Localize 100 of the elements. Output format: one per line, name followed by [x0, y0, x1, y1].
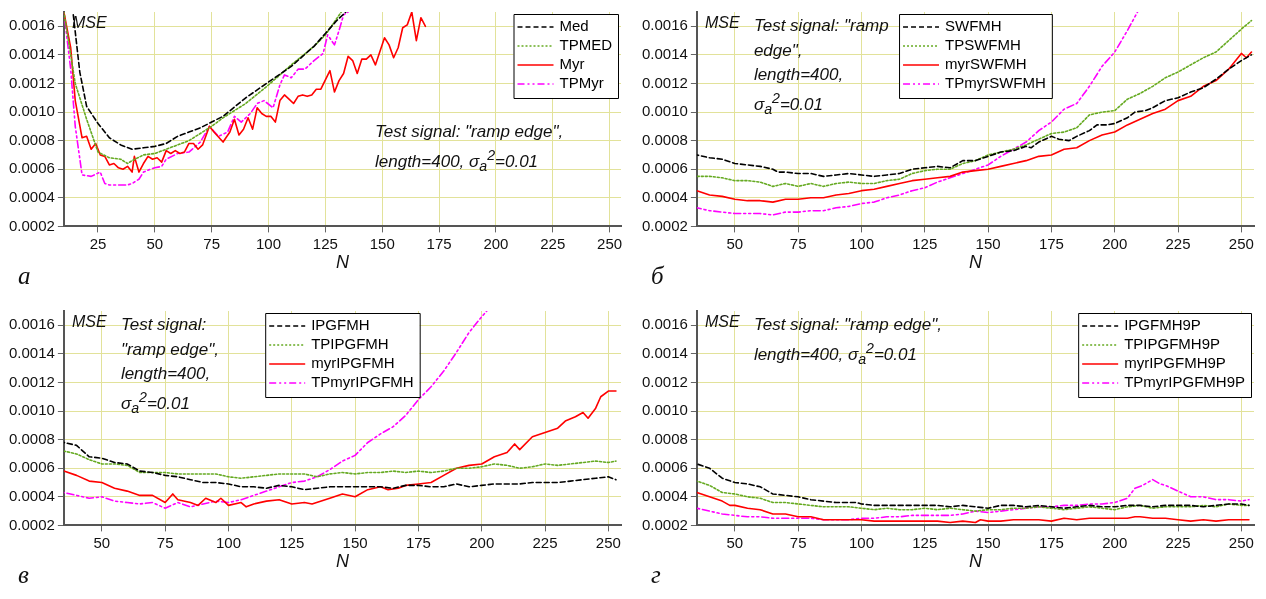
legend-label: myrIPGFMH: [311, 354, 395, 372]
annotation: Test signal: "ramp edge", length=400, σ$_{a}$$^{2}$=0.01: [753, 15, 890, 119]
x-tick-label: 75: [789, 234, 807, 252]
y-tick-label: 0.0006: [8, 159, 55, 177]
y-tick-label: 0.0012: [8, 73, 55, 91]
line-series: [696, 463, 1250, 510]
x-tick-label: 250: [1228, 533, 1254, 551]
x-tick-label: 250: [595, 533, 621, 551]
x-tick-label: 25: [89, 234, 107, 252]
x-tick-label: 200: [1102, 234, 1128, 252]
legend-label: TPIPGFMH9P: [1124, 335, 1221, 353]
x-tick-label: 175: [1038, 234, 1064, 252]
x-tick-label: 75: [789, 533, 807, 551]
x-tick-label: 150: [975, 234, 1001, 252]
legend-label: TPmyrIPGFMH9P: [1124, 373, 1246, 391]
line-series: [63, 311, 488, 510]
x-tick-label: 50: [146, 234, 164, 252]
y-tick-label: 0.0002: [8, 216, 55, 234]
y-tick-label: 0.0008: [8, 429, 55, 447]
x-axis-title: N: [968, 551, 983, 572]
y-tick-label: 0.0014: [8, 45, 55, 63]
y-tick-label: 0.0014: [641, 45, 688, 63]
legend-label: TPmyrSWFMH: [945, 74, 1046, 92]
line-series: [696, 12, 1139, 216]
x-tick-label: 175: [426, 234, 452, 252]
y-tick-label: 0.0010: [8, 401, 55, 419]
y-tick-label: 0.0012: [641, 372, 688, 390]
y-tick-label: 0.0016: [8, 315, 55, 333]
y-axis-title: MSE: [71, 313, 107, 331]
x-tick-label: 100: [848, 234, 874, 252]
y-tick-label: 0.0016: [641, 315, 688, 333]
x-axis-title: N: [335, 551, 350, 572]
legend-label: TPSWFMH: [945, 36, 1021, 54]
x-tick-label: 150: [975, 533, 1001, 551]
line-series: [63, 450, 617, 480]
annotation: Test signal: "ramp edge", length=400, σ$_{a}$$^{2}$=0.01: [375, 121, 565, 176]
legend-label: IPGFMH: [311, 316, 370, 334]
y-tick-label: 0.0010: [641, 102, 688, 120]
x-tick-label: 125: [312, 234, 338, 252]
x-axis-title: N: [968, 252, 983, 273]
x-tick-label: 125: [912, 533, 938, 551]
y-tick-label: 0.0002: [8, 515, 55, 533]
x-tick-label: 50: [726, 234, 744, 252]
x-tick-label: 200: [469, 533, 495, 551]
y-tick-label: 0.0006: [641, 458, 688, 476]
legend-label: TPmyrIPGFMH: [311, 373, 414, 391]
x-tick-label: 150: [342, 533, 368, 551]
y-tick-label: 0.0012: [641, 73, 688, 91]
text: в: [18, 561, 29, 589]
y-tick-label: 0.0016: [8, 16, 55, 34]
x-tick-label: 150: [369, 234, 395, 252]
y-tick-label: 0.0014: [641, 344, 688, 362]
x-tick-label: 225: [1165, 533, 1191, 551]
x-tick-label: 175: [1038, 533, 1064, 551]
y-axis-title: MSE: [704, 14, 740, 32]
x-tick-label: 225: [532, 533, 558, 551]
legend-label: Myr: [559, 55, 585, 73]
x-tick-label: 200: [483, 234, 509, 252]
y-tick-label: 0.0008: [641, 429, 688, 447]
x-tick-label: 250: [597, 234, 623, 252]
x-axis-title: N: [335, 252, 350, 273]
x-tick-label: 250: [1228, 234, 1254, 252]
legend-label: SWFMH: [945, 17, 1002, 35]
line-series: [696, 478, 1250, 521]
y-tick-label: 0.0012: [8, 372, 55, 390]
x-tick-label: 225: [1165, 234, 1191, 252]
legend-label: myrIPGFMH9P: [1124, 354, 1226, 372]
line-series: [63, 441, 617, 491]
x-tick-label: 100: [848, 533, 874, 551]
y-tick-label: 0.0010: [8, 102, 55, 120]
y-tick-label: 0.0004: [641, 486, 688, 504]
x-tick-label: 125: [279, 533, 305, 551]
line-series: [696, 480, 1250, 512]
legend-label: TPIPGFMH: [311, 335, 389, 353]
y-axis-title: MSE: [704, 313, 740, 331]
x-tick-label: 100: [256, 234, 282, 252]
text: а: [18, 262, 31, 290]
legend-label: TPMED: [559, 36, 613, 54]
legend-label: myrSWFMH: [945, 55, 1027, 73]
x-tick-label: 175: [405, 533, 431, 551]
y-tick-label: 0.0006: [8, 458, 55, 476]
y-tick-label: 0.0002: [641, 515, 688, 533]
legend-label: IPGFMH9P: [1124, 316, 1201, 334]
x-tick-label: 75: [203, 234, 221, 252]
x-tick-label: 200: [1102, 533, 1128, 551]
x-tick-label: 50: [726, 533, 744, 551]
annotation: Test signal: "ramp edge", length=400, σ$_{a}$$^{2}$=0.01: [120, 314, 220, 418]
y-tick-label: 0.0008: [641, 130, 688, 148]
y-tick-label: 0.0008: [8, 130, 55, 148]
x-tick-label: 125: [912, 234, 938, 252]
y-tick-label: 0.0016: [641, 16, 688, 34]
x-tick-label: 75: [156, 533, 174, 551]
y-tick-label: 0.0002: [641, 216, 688, 234]
text: б: [651, 262, 664, 290]
y-tick-label: 0.0004: [8, 187, 55, 205]
y-tick-label: 0.0006: [641, 159, 688, 177]
text: г: [651, 561, 661, 589]
x-tick-label: 100: [215, 533, 241, 551]
y-axis-title: MSE: [71, 14, 107, 32]
legend-label: TPMyr: [559, 74, 604, 92]
